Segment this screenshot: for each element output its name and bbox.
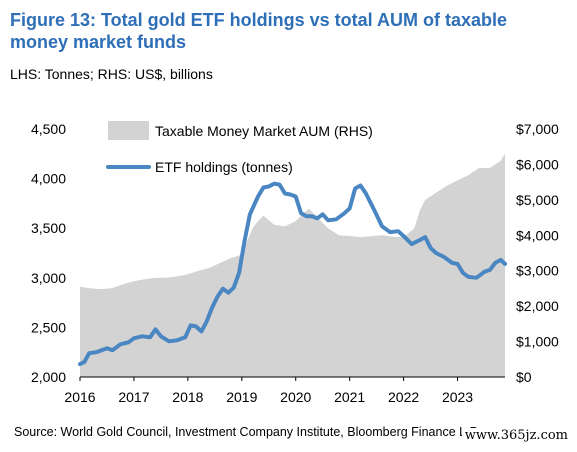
x-tick-label: 2022 bbox=[388, 389, 419, 405]
y-right-tick-label: $6,000 bbox=[516, 156, 559, 172]
y-right-tick-label: $4,000 bbox=[516, 227, 559, 243]
x-tick-label: 2023 bbox=[442, 389, 473, 405]
y-left-tick-label: 3,000 bbox=[31, 270, 66, 286]
x-tick-label: 2018 bbox=[172, 389, 203, 405]
y-left-tick-label: 4,000 bbox=[31, 171, 66, 187]
y-right-tick-label: $0 bbox=[516, 369, 532, 385]
y-right-tick-label: $7,000 bbox=[516, 121, 559, 137]
x-tick-label: 2021 bbox=[334, 389, 365, 405]
y-right-tick-label: $1,000 bbox=[516, 334, 559, 350]
aum-area-layer bbox=[80, 153, 505, 377]
y-left-tick-label: 2,000 bbox=[31, 369, 66, 385]
x-tick-label: 2016 bbox=[64, 389, 95, 405]
y-left-tick-label: 2,500 bbox=[31, 319, 66, 335]
y-right-tick-label: $5,000 bbox=[516, 192, 559, 208]
watermark: www.365jz.com bbox=[461, 428, 571, 443]
y-right-tick-label: $2,000 bbox=[516, 298, 559, 314]
legend: Taxable Money Market AUM (RHS) ETF holdi… bbox=[106, 121, 373, 175]
axes: 2016 2017 2018 2019 2020 2021 2022 2023 2,000 2,5… bbox=[31, 121, 559, 405]
etf-line-layer bbox=[78, 181, 507, 367]
legend-label-etf: ETF holdings (tonnes) bbox=[155, 159, 293, 175]
aum-area bbox=[80, 153, 505, 377]
x-tick-label: 2017 bbox=[118, 389, 149, 405]
source-note: Source: World Gold Council, Investment C… bbox=[14, 425, 480, 439]
y-left-tick-label: 4,500 bbox=[31, 121, 66, 137]
etf-line bbox=[78, 181, 507, 367]
y-left-tick-label: 3,500 bbox=[31, 220, 66, 236]
y-right-tick-label: $3,000 bbox=[516, 263, 559, 279]
figure-title: Figure 13: Total gold ETF holdings vs to… bbox=[10, 10, 508, 52]
x-tick-label: 2020 bbox=[280, 389, 311, 405]
figure-subtitle: LHS: Tonnes; RHS: US$, billions bbox=[10, 66, 213, 82]
legend-swatch-aum bbox=[108, 121, 149, 140]
x-tick-label: 2019 bbox=[226, 389, 257, 405]
legend-label-aum: Taxable Money Market AUM (RHS) bbox=[155, 123, 373, 139]
